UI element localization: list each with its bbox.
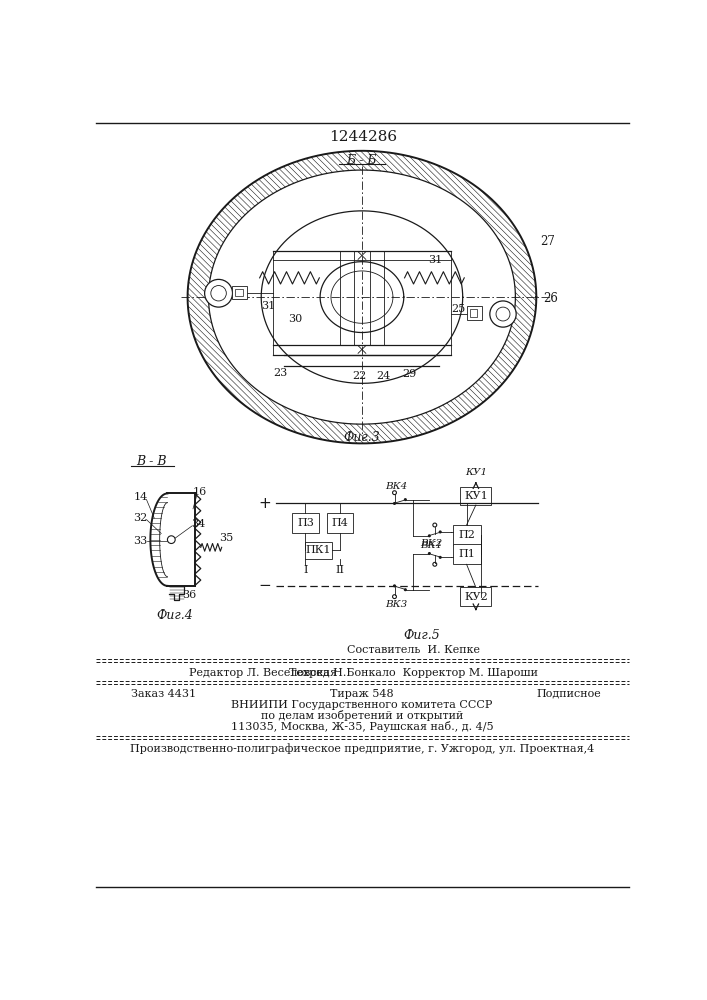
Text: Заказ 4431: Заказ 4431 (131, 689, 196, 699)
Text: 31: 31 (261, 301, 276, 311)
Text: П3: П3 (297, 518, 314, 528)
Circle shape (393, 502, 396, 505)
Bar (452, 525, 481, 545)
Text: 36: 36 (182, 590, 197, 600)
Text: 35: 35 (219, 533, 233, 543)
Bar (469, 309, 477, 317)
Text: −: − (258, 578, 271, 593)
Text: 23: 23 (273, 368, 287, 378)
Circle shape (393, 584, 396, 587)
Text: П4: П4 (332, 518, 349, 528)
Bar (460, 587, 491, 606)
Bar (452, 544, 481, 564)
Text: 30: 30 (288, 314, 303, 324)
Bar (460, 487, 491, 505)
Text: Производственно-полиграфическое предприятие, г. Ужгород, ул. Проектная,4: Производственно-полиграфическое предприя… (130, 744, 594, 754)
Text: ВК4: ВК4 (385, 482, 407, 491)
Text: П1: П1 (458, 549, 475, 559)
Text: 22: 22 (353, 371, 367, 381)
Bar (235, 289, 243, 296)
Text: Фиг.3: Фиг.3 (344, 431, 380, 444)
Text: Техред Н.Бонкало  Корректор М. Шароши: Техред Н.Бонкало Корректор М. Шароши (289, 668, 538, 678)
Polygon shape (187, 151, 537, 443)
Text: ПК1: ПК1 (306, 545, 332, 555)
Text: Тираж 548: Тираж 548 (330, 689, 394, 699)
Bar (467, 306, 482, 320)
Text: 34: 34 (192, 519, 206, 529)
Text: Фиг.5: Фиг.5 (403, 629, 440, 642)
Text: 14: 14 (133, 492, 148, 502)
Bar (232, 286, 247, 299)
Text: 27: 27 (540, 235, 555, 248)
Circle shape (490, 301, 516, 327)
Text: II: II (336, 565, 345, 575)
Text: П2: П2 (458, 530, 475, 540)
Circle shape (428, 534, 431, 537)
Text: 16: 16 (193, 487, 207, 497)
Text: 1244286: 1244286 (329, 130, 397, 144)
Circle shape (168, 536, 175, 544)
Bar (305, 542, 332, 559)
Text: КУ1: КУ1 (464, 468, 487, 477)
Text: 24: 24 (376, 371, 390, 381)
Text: +: + (258, 496, 271, 511)
Text: Фиг.4: Фиг.4 (157, 609, 194, 622)
Text: Составитель  И. Кепке: Составитель И. Кепке (347, 645, 480, 655)
Text: 29: 29 (402, 369, 416, 379)
Text: Б - Б: Б - Б (346, 154, 378, 167)
Text: 32: 32 (133, 513, 148, 523)
Text: Подписное: Подписное (537, 689, 601, 699)
Text: ВК3: ВК3 (385, 600, 407, 609)
Text: 31: 31 (428, 255, 442, 265)
Bar (292, 513, 319, 533)
Text: 113035, Москва, Ж-35, Раушская наб., д. 4/5: 113035, Москва, Ж-35, Раушская наб., д. … (230, 721, 493, 732)
Text: КУ1: КУ1 (464, 491, 488, 501)
Circle shape (438, 556, 442, 559)
Circle shape (438, 530, 442, 533)
Text: ВК2: ВК2 (420, 539, 442, 548)
Circle shape (428, 552, 431, 555)
Bar (327, 513, 354, 533)
Text: ВНИИПИ Государственного комитета СССР: ВНИИПИ Государственного комитета СССР (231, 700, 493, 710)
Text: КУ2: КУ2 (464, 592, 488, 602)
Text: I: I (303, 565, 308, 575)
Text: 26: 26 (543, 292, 558, 305)
Text: Редактор Л. Веселовская: Редактор Л. Веселовская (189, 668, 337, 678)
Text: 25: 25 (451, 304, 465, 314)
Text: В - В: В - В (136, 455, 167, 468)
Text: 33: 33 (133, 536, 148, 546)
Text: ВК1: ВК1 (420, 541, 442, 550)
Circle shape (404, 498, 407, 501)
Circle shape (404, 588, 407, 591)
Text: по делам изобретений и открытий: по делам изобретений и открытий (261, 710, 463, 721)
Circle shape (204, 279, 233, 307)
